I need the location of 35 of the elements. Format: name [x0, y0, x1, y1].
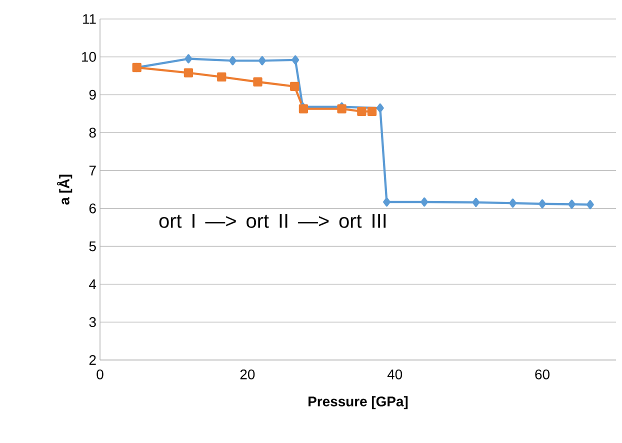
annotation: ort I —> ort II —> ort III [159, 214, 386, 228]
point [568, 200, 576, 209]
y-tick-label: 8 [89, 128, 96, 138]
y-tick-label: 3 [89, 317, 96, 328]
point [472, 198, 480, 207]
point [184, 68, 194, 78]
point [420, 197, 428, 207]
point [258, 56, 266, 66]
y-tick-label: 11 [83, 14, 96, 24]
point [586, 200, 594, 210]
x-axis-title: Pressure [GPa] [308, 396, 408, 410]
point [376, 103, 384, 113]
point [290, 82, 300, 92]
y-tick-label: 6 [89, 203, 96, 214]
point [383, 197, 390, 207]
y-tick-label: 7 [89, 166, 96, 176]
y-tick-label: 9 [89, 90, 96, 100]
x-tick-label: 40 [387, 369, 402, 380]
point [253, 77, 262, 86]
y-axis-title: a [Å] [56, 174, 72, 205]
y-tick-label: 2 [89, 355, 96, 365]
point [357, 106, 366, 116]
x-tick-label: 60 [535, 369, 550, 380]
point [228, 56, 236, 66]
y-tick-label: 4 [89, 279, 96, 290]
point [367, 106, 377, 116]
point [184, 54, 192, 64]
point [217, 72, 226, 82]
y-tick-label: 5 [89, 241, 96, 252]
x-tick-label: 20 [240, 369, 255, 380]
y-tick-label: 10 [82, 52, 96, 62]
point [509, 198, 517, 208]
point [538, 199, 546, 208]
point [292, 55, 300, 64]
x-tick-label: 0 [96, 369, 104, 380]
